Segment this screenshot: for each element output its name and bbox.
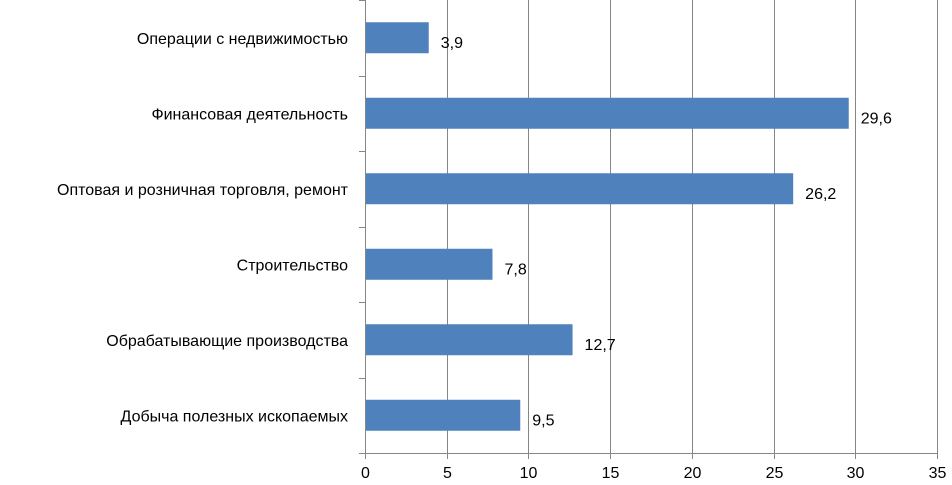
x-tick-label: 30: [847, 465, 865, 482]
data-label: 7,8: [504, 261, 526, 278]
x-tick-label: 35: [929, 465, 947, 482]
category-label: Обрабатывающие производства: [106, 333, 348, 350]
category-label: Строительство: [237, 257, 348, 274]
category-label: Финансовая деятельность: [151, 106, 348, 123]
x-tick-label: 20: [684, 465, 702, 482]
bars: [366, 22, 849, 431]
x-tick-label: 25: [766, 465, 784, 482]
labels: 0 5 10 15 20 25 30 35 Операции с недвижимостью 3,…: [57, 31, 946, 482]
x-tick-label: 0: [361, 465, 370, 482]
x-tick-label: 10: [520, 465, 538, 482]
axes: [359, 0, 938, 459]
category-label: Операции с недвижимостью: [137, 31, 348, 48]
bar: [366, 399, 521, 431]
data-label: 29,6: [861, 110, 892, 127]
grid-lines: [447, 0, 938, 453]
data-label: 3,9: [441, 35, 463, 52]
bar: [366, 248, 493, 280]
data-label: 12,7: [585, 337, 616, 354]
x-tick-label: 15: [602, 465, 620, 482]
data-label: 9,5: [532, 412, 554, 429]
category-label: Оптовая и розничная торговля, ремонт: [57, 182, 349, 199]
data-label: 26,2: [805, 186, 836, 203]
bar: [366, 324, 573, 356]
bar: [366, 97, 849, 129]
bar: [366, 173, 794, 205]
x-tick-label: 5: [443, 465, 452, 482]
category-label: Добыча полезных ископаемых: [121, 408, 348, 425]
bar: [366, 22, 429, 54]
